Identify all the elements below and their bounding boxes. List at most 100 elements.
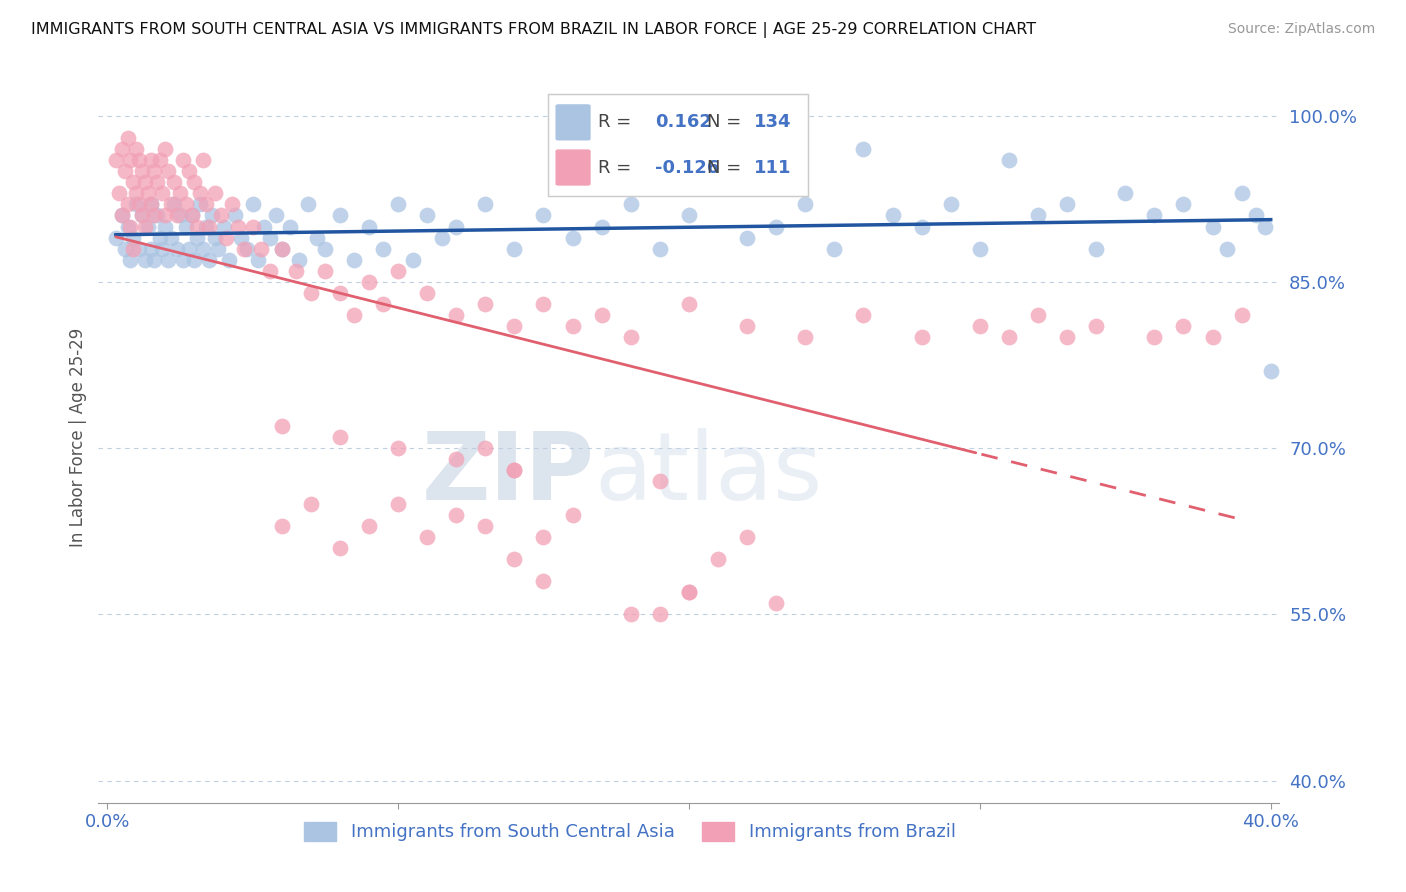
FancyBboxPatch shape (557, 105, 591, 140)
Point (125, 142, 148, 156)
Point (357, 518, 380, 533)
Point (270, 242, 292, 256)
Point (678, 585, 700, 599)
Point (155, 142, 177, 156)
Point (232, 242, 254, 256)
Point (329, 430, 352, 444)
Point (314, 264, 336, 278)
Point (357, 219, 380, 234)
Point (117, 197, 139, 211)
Point (247, 252, 270, 267)
Point (139, 197, 162, 211)
Point (134, 175, 156, 189)
Point (387, 197, 409, 211)
Point (794, 197, 817, 211)
Point (134, 219, 156, 234)
Text: 134: 134 (754, 113, 792, 131)
Point (794, 330, 817, 344)
Point (191, 242, 214, 256)
Point (114, 164, 136, 178)
Point (998, 153, 1021, 167)
Point (1026, 209, 1049, 223)
Point (128, 153, 150, 167)
Point (852, 142, 875, 156)
Text: R =: R = (598, 159, 637, 177)
Point (533, 574, 555, 589)
Point (242, 197, 264, 211)
Point (139, 197, 162, 211)
Point (157, 164, 180, 178)
Point (111, 209, 134, 223)
Point (591, 219, 613, 234)
Point (128, 242, 150, 256)
Point (139, 242, 162, 256)
Point (142, 252, 165, 267)
Point (911, 330, 934, 344)
Point (131, 209, 153, 223)
Point (823, 242, 845, 256)
Point (1085, 242, 1108, 256)
Point (1216, 242, 1239, 256)
Point (297, 197, 319, 211)
Point (139, 153, 162, 167)
Point (169, 209, 191, 223)
Point (648, 242, 671, 256)
Point (357, 275, 380, 289)
Point (242, 219, 264, 234)
Point (172, 252, 194, 267)
Point (155, 209, 177, 223)
Point (204, 230, 226, 244)
Point (387, 264, 409, 278)
Point (503, 319, 526, 334)
Point (1143, 330, 1166, 344)
Point (177, 164, 200, 178)
Point (678, 209, 700, 223)
Point (169, 186, 191, 201)
Point (270, 419, 292, 434)
Point (104, 153, 127, 167)
Point (1230, 186, 1253, 201)
Point (474, 297, 496, 311)
Point (221, 197, 243, 211)
Point (503, 463, 526, 477)
Point (474, 197, 496, 211)
Point (561, 508, 583, 522)
Point (142, 209, 165, 223)
Point (125, 186, 148, 201)
Legend: Immigrants from South Central Asia, Immigrants from Brazil: Immigrants from South Central Asia, Immi… (297, 814, 963, 848)
Point (852, 308, 875, 322)
Point (1114, 186, 1136, 201)
Point (1260, 363, 1282, 377)
Point (707, 164, 730, 178)
Text: atlas: atlas (595, 427, 823, 520)
Point (561, 230, 583, 244)
Point (969, 319, 991, 334)
Point (131, 164, 153, 178)
Point (145, 175, 167, 189)
Point (314, 242, 336, 256)
Point (163, 197, 186, 211)
Point (128, 197, 150, 211)
Point (305, 230, 328, 244)
Point (735, 530, 758, 544)
Point (212, 219, 235, 234)
Point (155, 219, 177, 234)
Point (111, 142, 134, 156)
Point (620, 197, 643, 211)
Point (224, 209, 246, 223)
Point (111, 209, 134, 223)
Point (444, 452, 467, 467)
Point (107, 186, 129, 201)
Point (765, 219, 787, 234)
Point (201, 209, 224, 223)
Point (1056, 330, 1078, 344)
Point (120, 252, 142, 267)
Point (1254, 219, 1277, 234)
Point (142, 164, 165, 178)
Text: 111: 111 (754, 159, 792, 177)
Text: N =: N = (707, 159, 747, 177)
Point (134, 252, 156, 267)
Point (152, 242, 174, 256)
Point (939, 197, 962, 211)
Y-axis label: In Labor Force | Age 25-29: In Labor Force | Age 25-29 (69, 327, 87, 547)
